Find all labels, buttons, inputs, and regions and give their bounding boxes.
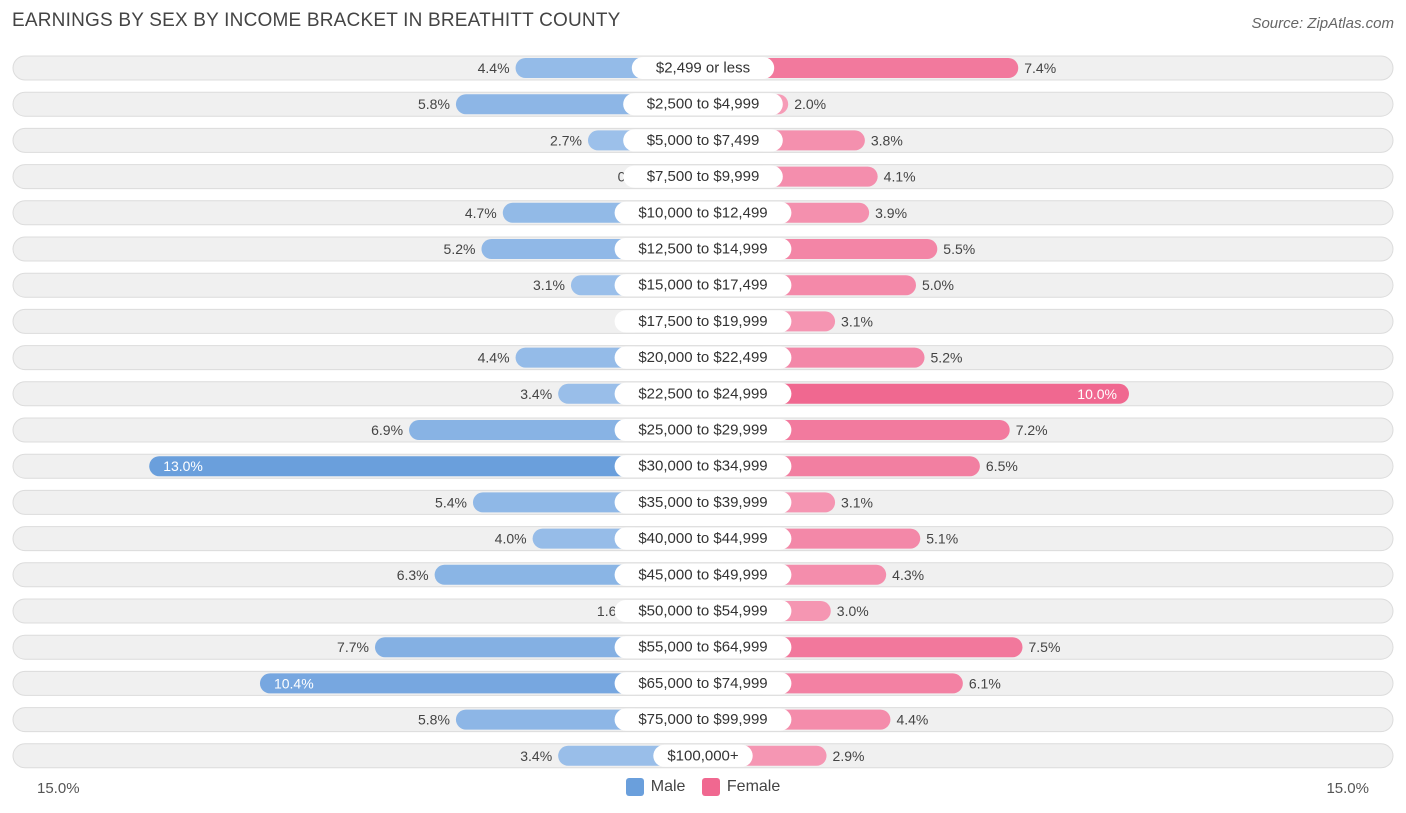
category-label: $50,000 to $54,999	[638, 603, 767, 620]
female-value-label: 3.1%	[841, 313, 873, 329]
female-value-label: 3.1%	[841, 494, 873, 510]
source-note: Source: ZipAtlas.com	[1251, 15, 1394, 32]
chart-area: 4.4% 7.4% $2,499 or less 5.8% 2.0% $2,500 to …	[12, 55, 1394, 769]
category-pill	[614, 563, 792, 586]
category-label: $55,000 to $64,999	[638, 639, 767, 656]
male-value-label: 3.4%	[520, 386, 552, 402]
category-label: $22,500 to $24,999	[638, 385, 767, 402]
male-value-label: 13.0%	[163, 458, 203, 474]
female-value-label: 5.2%	[931, 350, 963, 366]
male-value-label: 4.4%	[478, 60, 510, 76]
category-pill	[614, 708, 792, 731]
category-label: $40,000 to $44,999	[638, 530, 767, 547]
legend-label-male: Male	[650, 778, 686, 795]
category-label: $65,000 to $74,999	[638, 675, 767, 692]
female-value-label: 7.5%	[1029, 639, 1061, 655]
category-pill	[614, 238, 792, 260]
male-value-label: 3.1%	[533, 277, 565, 293]
male-value-label: 6.9%	[371, 422, 403, 438]
female-value-label: 6.5%	[986, 458, 1018, 474]
category-label: $5,000 to $7,499	[647, 132, 760, 149]
category-label: $2,499 or less	[656, 60, 750, 77]
female-value-label: 4.3%	[892, 567, 924, 583]
female-value-label: 5.5%	[943, 241, 975, 257]
category-label: $20,000 to $22,499	[638, 349, 767, 366]
male-value-label: 10.4%	[274, 675, 314, 691]
category-pill	[623, 93, 783, 116]
female-value-label: 2.9%	[833, 748, 865, 764]
female-value-label: 5.1%	[926, 531, 958, 547]
legend: Male Female	[0, 778, 1406, 801]
male-value-label: 4.7%	[465, 205, 497, 221]
category-pill	[614, 419, 792, 441]
category-pill	[614, 636, 792, 659]
female-bar[interactable]	[703, 58, 1019, 78]
female-value-label: 5.0%	[922, 277, 954, 293]
category-pill	[614, 201, 792, 224]
male-value-label: 5.2%	[444, 241, 476, 257]
male-value-label: 3.4%	[520, 748, 552, 764]
female-value-label: 3.0%	[837, 603, 869, 619]
male-value-label: 7.7%	[337, 639, 369, 655]
legend-item-male[interactable]: Male	[625, 778, 686, 796]
category-pill	[614, 527, 792, 550]
female-value-label: 3.9%	[875, 205, 907, 221]
female-value-label: 10.0%	[1077, 386, 1117, 402]
female-value-label: 6.1%	[969, 675, 1001, 691]
category-label: $100,000+	[667, 747, 739, 764]
category-pill	[614, 491, 792, 514]
female-value-label: 2.0%	[794, 96, 826, 112]
category-pill	[614, 274, 792, 297]
axis-label-right: 15.0%	[1326, 780, 1369, 797]
female-value-label: 7.4%	[1024, 60, 1056, 76]
male-value-label: 4.4%	[478, 350, 510, 366]
female-value-label: 3.8%	[871, 132, 903, 148]
category-label: $35,000 to $39,999	[638, 494, 767, 511]
category-label: $10,000 to $12,499	[638, 204, 767, 221]
male-bar[interactable]	[149, 456, 703, 477]
legend-swatch-female	[701, 778, 720, 796]
category-label: $15,000 to $17,499	[638, 277, 767, 294]
female-value-label: 7.2%	[1016, 422, 1048, 438]
category-pill	[614, 455, 792, 478]
male-value-label: 4.0%	[495, 531, 527, 547]
category-pill	[631, 57, 775, 79]
category-pill	[614, 672, 792, 695]
axis-label-left: 15.0%	[37, 780, 80, 797]
male-value-label: 5.8%	[418, 96, 450, 112]
category-label: $75,000 to $99,999	[638, 711, 767, 728]
category-pill	[614, 310, 792, 333]
male-value-label: 5.4%	[435, 494, 467, 510]
category-label: $2,500 to $4,999	[647, 96, 760, 113]
male-value-label: 5.8%	[418, 712, 450, 728]
male-bar[interactable]	[259, 673, 703, 694]
category-pill	[614, 600, 792, 622]
category-pill	[623, 165, 783, 188]
male-value-label: 2.7%	[550, 132, 582, 148]
female-bar[interactable]	[703, 383, 1129, 404]
category-label: $25,000 to $29,999	[638, 422, 767, 439]
legend-swatch-male	[625, 778, 644, 796]
legend-item-female[interactable]: Female	[701, 778, 781, 796]
chart-title: EARNINGS BY SEX BY INCOME BRACKET IN BRE…	[12, 10, 621, 31]
category-label: $12,500 to $14,999	[638, 241, 767, 258]
category-pill	[623, 129, 783, 152]
category-label: $17,500 to $19,999	[638, 313, 767, 330]
male-value-label: 6.3%	[397, 567, 429, 583]
legend-label-female: Female	[726, 778, 781, 795]
female-value-label: 4.1%	[884, 169, 916, 185]
category-label: $30,000 to $34,999	[638, 458, 767, 475]
category-pill	[614, 382, 792, 405]
category-label: $45,000 to $49,999	[638, 566, 767, 583]
female-value-label: 4.4%	[896, 712, 928, 728]
category-label: $7,500 to $9,999	[647, 168, 760, 185]
category-pill	[653, 744, 753, 767]
category-pill	[614, 346, 792, 369]
